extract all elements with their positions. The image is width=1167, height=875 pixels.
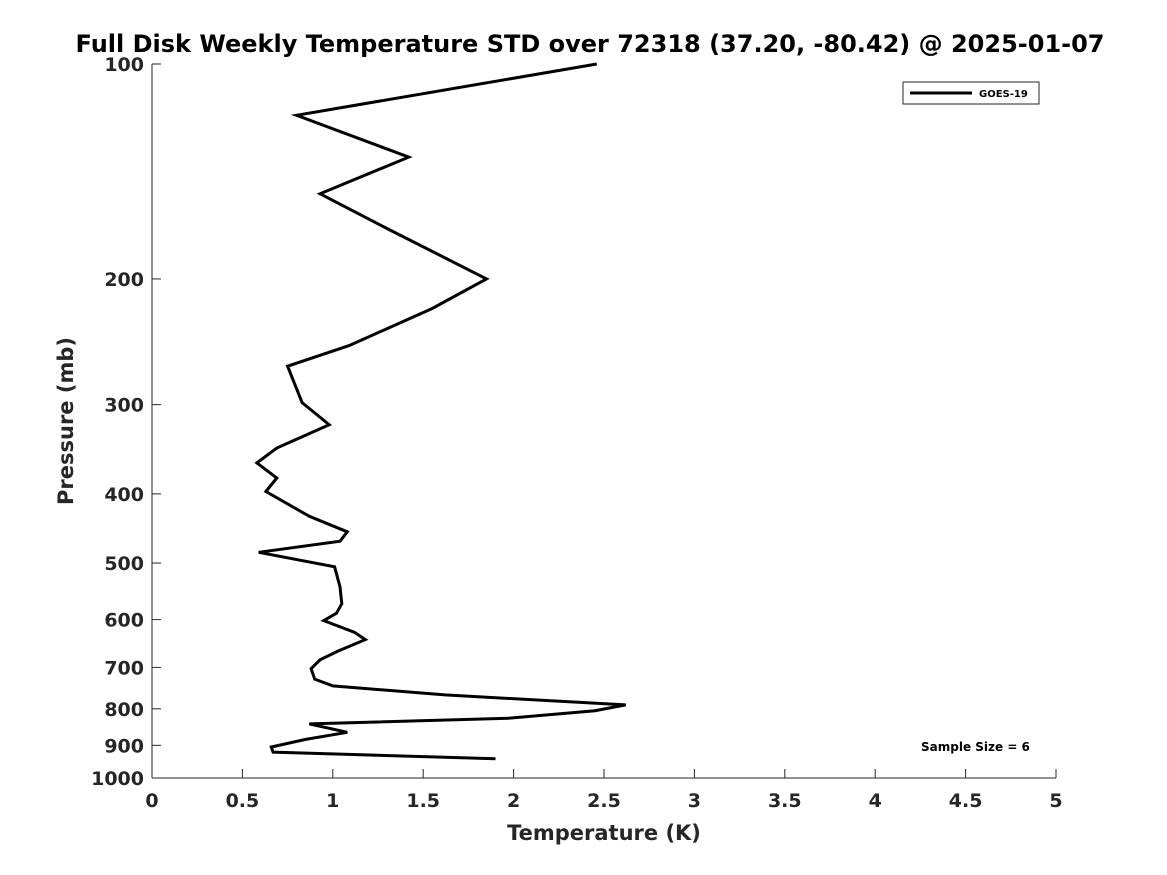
y-tick-label: 500 xyxy=(104,553,144,575)
y-tick-label: 100 xyxy=(104,54,144,76)
y-tick-label: 300 xyxy=(104,395,144,417)
y-axis-ticks: 100 200 300 400 500 600 700 800 900 1000 xyxy=(91,54,161,790)
y-tick-label: 700 xyxy=(104,657,144,679)
x-tick-label: 3 xyxy=(688,790,701,812)
x-tick-label: 0.5 xyxy=(226,790,260,812)
x-tick-label: 1 xyxy=(326,790,339,812)
y-tick-label: 600 xyxy=(104,610,144,632)
y-tick-label: 200 xyxy=(104,269,144,291)
x-tick-label: 4 xyxy=(869,790,882,812)
x-tick-label: 1.5 xyxy=(406,790,440,812)
y-tick-label: 1000 xyxy=(91,768,144,790)
x-tick-label: 5 xyxy=(1049,790,1062,812)
x-tick-label: 2.5 xyxy=(587,790,621,812)
y-tick-label: 400 xyxy=(104,484,144,506)
legend-entry-goes-19: GOES-19 xyxy=(979,89,1028,100)
legend: GOES-19 xyxy=(902,81,1040,105)
series-group xyxy=(254,62,626,761)
x-tick-label: 0 xyxy=(145,790,158,812)
plot-axes xyxy=(151,64,1056,779)
sample-size-annotation: Sample Size = 6 xyxy=(921,740,1030,754)
y-tick-label: 800 xyxy=(104,699,144,721)
y-axis-label: Pressure (mb) xyxy=(54,337,78,505)
x-tick-label: 2 xyxy=(507,790,520,812)
x-axis-ticks: 0 0.5 1 1.5 2 2.5 3 3.5 4 4.5 5 xyxy=(145,769,1063,812)
x-axis-label: Temperature (K) xyxy=(507,821,701,845)
y-tick-label: 900 xyxy=(104,735,144,757)
chart-title: Full Disk Weekly Temperature STD over 72… xyxy=(76,30,1105,58)
series-line-goes-19 xyxy=(254,62,626,761)
x-tick-label: 4.5 xyxy=(949,790,983,812)
x-tick-label: 3.5 xyxy=(768,790,802,812)
